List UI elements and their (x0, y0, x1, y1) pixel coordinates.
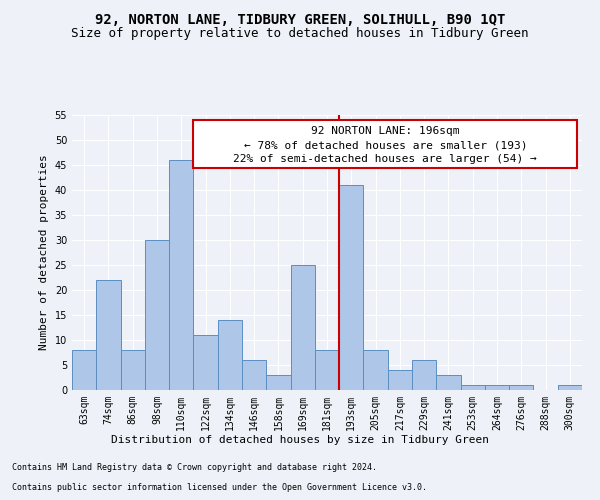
Bar (242, 360, 266, 390)
Bar (290, 265, 315, 390)
FancyBboxPatch shape (193, 120, 577, 168)
Bar (339, 185, 364, 390)
Text: Distribution of detached houses by size in Tidbury Green: Distribution of detached houses by size … (111, 435, 489, 445)
Bar (193, 335, 218, 390)
Text: Contains public sector information licensed under the Open Government Licence v3: Contains public sector information licen… (12, 484, 427, 492)
Bar (412, 360, 436, 390)
Bar (461, 385, 485, 390)
Bar (509, 385, 533, 390)
Text: 22% of semi-detached houses are larger (54) →: 22% of semi-detached houses are larger (… (233, 154, 537, 164)
Text: Contains HM Land Registry data © Crown copyright and database right 2024.: Contains HM Land Registry data © Crown c… (12, 464, 377, 472)
Bar (364, 350, 388, 390)
Bar (485, 385, 509, 390)
Y-axis label: Number of detached properties: Number of detached properties (39, 154, 49, 350)
Bar (266, 375, 290, 390)
Text: Size of property relative to detached houses in Tidbury Green: Size of property relative to detached ho… (71, 28, 529, 40)
Bar (388, 370, 412, 390)
Text: 92, NORTON LANE, TIDBURY GREEN, SOLIHULL, B90 1QT: 92, NORTON LANE, TIDBURY GREEN, SOLIHULL… (95, 12, 505, 26)
Bar (315, 350, 339, 390)
Bar (121, 350, 145, 390)
Bar (218, 320, 242, 390)
Bar (96, 280, 121, 390)
Bar (72, 350, 96, 390)
Text: 92 NORTON LANE: 196sqm: 92 NORTON LANE: 196sqm (311, 126, 460, 136)
Bar (145, 240, 169, 390)
Bar (436, 375, 461, 390)
Text: ← 78% of detached houses are smaller (193): ← 78% of detached houses are smaller (19… (244, 140, 527, 150)
Bar (558, 385, 582, 390)
Bar (169, 160, 193, 390)
